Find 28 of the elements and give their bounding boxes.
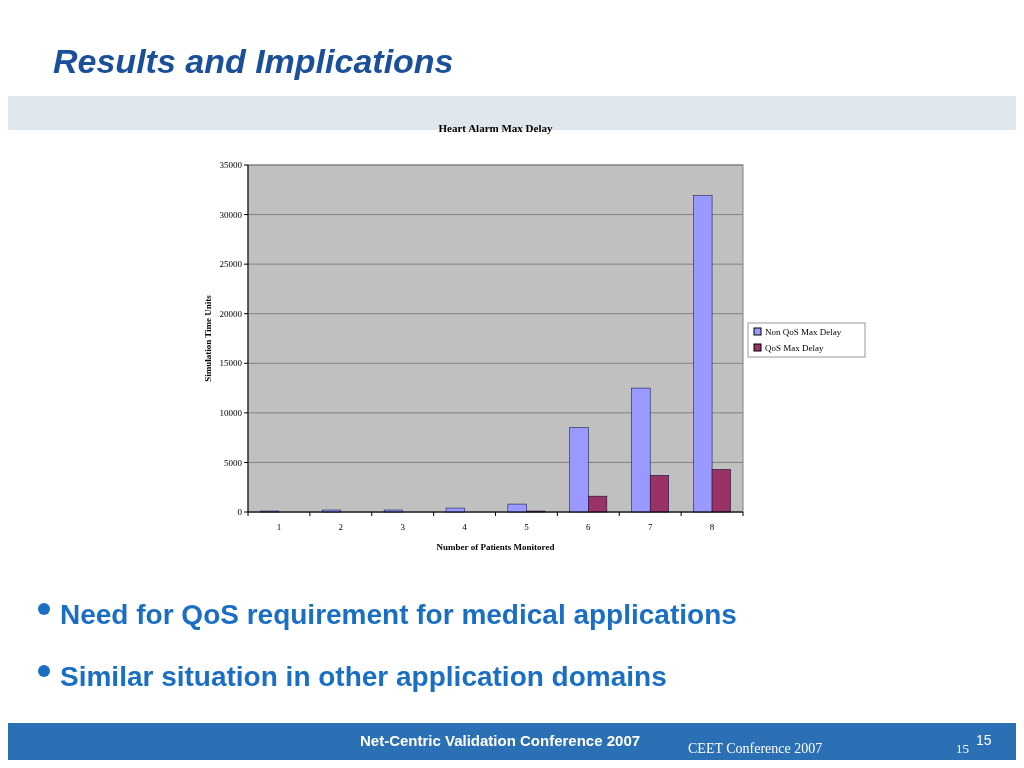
- x-tick-label: 2: [338, 522, 344, 532]
- x-tick-label: 7: [647, 522, 653, 532]
- text: CEET Conference 2007: [688, 741, 823, 756]
- text: Need for QoS requirement for medical applications: [60, 599, 737, 630]
- y-tick-label: 10000: [219, 408, 243, 419]
- x-tick-label: 1: [276, 522, 282, 532]
- legend-label: QoS Max Delay: [765, 343, 824, 353]
- x-axis-title: Number of Patients Monitored: [436, 542, 555, 552]
- chart-title: Heart Alarm Max Delay: [438, 122, 553, 134]
- y-tick-label: 30000: [219, 209, 243, 220]
- text: 15: [956, 741, 969, 756]
- x-tick-label: 3: [400, 522, 406, 532]
- y-tick-label: 15000: [219, 358, 243, 369]
- text: Results and Implications: [53, 42, 454, 80]
- y-tick-label: 20000: [219, 308, 243, 319]
- y-tick-label: 5000: [224, 457, 243, 468]
- text: Net-Centric Validation Conference 2007: [360, 732, 641, 749]
- x-tick-label: 5: [524, 522, 530, 532]
- legend-label: Non QoS Max Delay: [765, 327, 842, 337]
- x-tick-label: 4: [462, 522, 468, 532]
- y-tick-label: 0: [237, 507, 243, 518]
- x-tick-label: 6: [586, 522, 592, 532]
- y-axis-title: Simulation Time Units: [203, 294, 213, 382]
- text: Similar situation in other application domains: [60, 661, 667, 692]
- y-tick-label: 25000: [219, 259, 243, 270]
- text: 15: [976, 732, 992, 748]
- x-tick-label: 8: [709, 522, 715, 532]
- y-tick-label: 35000: [219, 160, 243, 171]
